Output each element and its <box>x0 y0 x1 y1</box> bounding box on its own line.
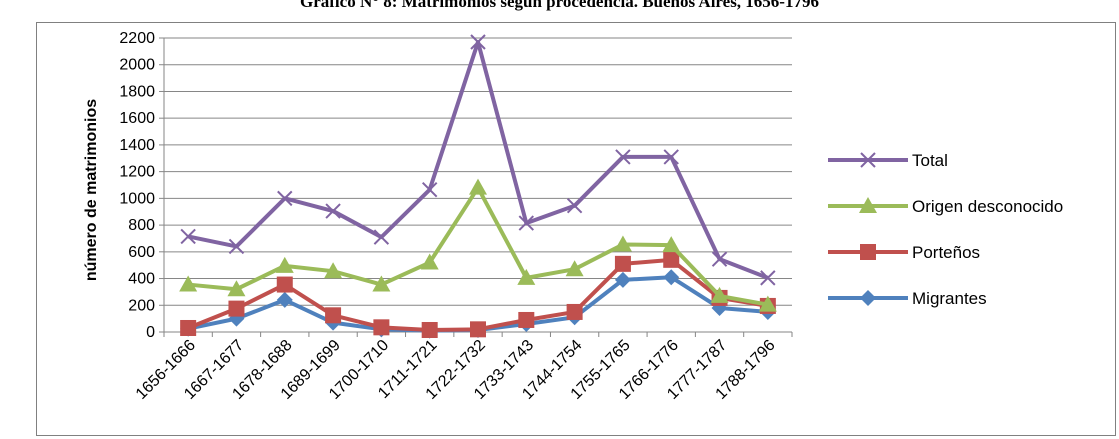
y-tick-label: 800 <box>128 217 155 234</box>
legend: Total Origen desconocido Porteños Migrantes <box>828 151 1063 308</box>
legend-entry: Origen desconocido <box>828 197 1063 216</box>
marker-x <box>374 230 388 244</box>
y-tick-label: 600 <box>128 244 155 261</box>
y-tick-label: 400 <box>128 271 155 288</box>
marker-square <box>422 322 438 338</box>
x-axis-ticks: 1656-16661667-16771678-16881689-16991700… <box>133 332 792 403</box>
y-tick-label: 2000 <box>119 57 155 74</box>
legend-label: Porteños <box>912 243 980 262</box>
legend-label: Origen desconocido <box>912 197 1063 216</box>
marker-square <box>567 304 583 320</box>
y-tick-label: 1400 <box>119 137 155 154</box>
marker-triangle <box>469 179 487 195</box>
marker-square <box>615 256 631 272</box>
marker-square <box>470 321 486 337</box>
y-tick-label: 1600 <box>119 110 155 127</box>
marker-square <box>663 252 679 268</box>
series-total <box>181 35 775 285</box>
y-axis-ticks: 0 200 400 600 800 1000 1200 1400 1600 1800 2000 220… <box>119 30 164 341</box>
marker-diamond <box>860 290 876 306</box>
y-tick-label: 2200 <box>119 30 155 47</box>
y-tick-label: 1000 <box>119 190 155 207</box>
y-tick-label: 1800 <box>119 83 155 100</box>
marker-square <box>325 307 341 323</box>
marker-square <box>860 244 876 260</box>
marker-square <box>180 320 196 336</box>
marker-square <box>277 277 293 293</box>
marker-square <box>373 319 389 335</box>
legend-label: Total <box>912 151 948 170</box>
legend-label: Migrantes <box>912 289 987 308</box>
legend-entry: Total <box>828 151 948 170</box>
series-porte-os <box>180 252 776 338</box>
y-axis-label: número de matrimonios <box>83 99 100 281</box>
y-tick-label: 0 <box>146 324 155 341</box>
marker-square <box>228 301 244 317</box>
gridlines <box>164 38 792 305</box>
legend-entry: Migrantes <box>828 289 987 308</box>
legend-entry: Porteños <box>828 243 980 262</box>
marker-square <box>518 312 534 328</box>
series-line <box>188 42 768 278</box>
y-tick-label: 200 <box>128 297 155 314</box>
series-group <box>179 35 777 339</box>
y-tick-label: 1200 <box>119 164 155 181</box>
